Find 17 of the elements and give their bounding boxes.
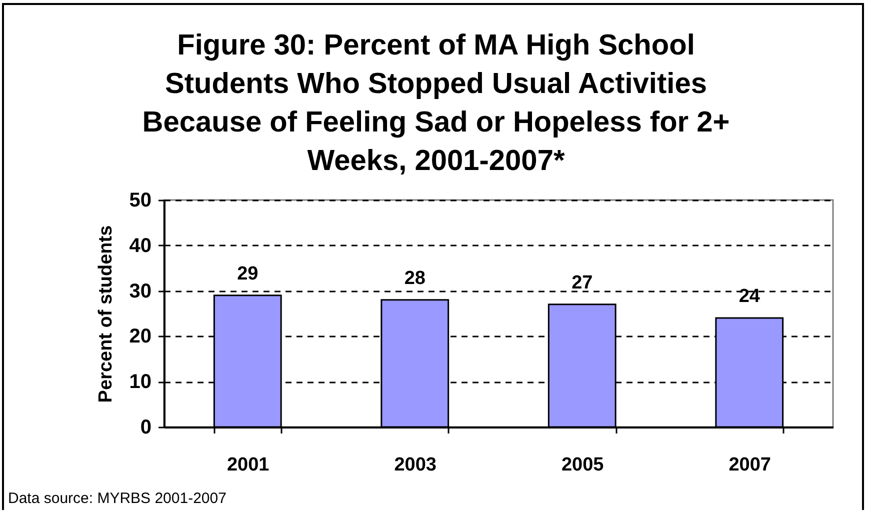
data-label: 28 [404,268,426,289]
y-tick-label: 10 [129,371,152,394]
chart-title: Figure 30: Percent of MA High School Students Who Stopped Usual Activities Because of Feeling Sad or Hopeless for 2+ Weeks, 2001-2007* [142,30,730,177]
data-label: 24 [738,286,760,308]
y-axis-title: Percent of students [95,225,116,403]
y-tick-label: 20 [129,326,152,348]
y-tick-label: 40 [129,234,152,257]
x-tick-label: 2007 [728,454,772,476]
data-label: 27 [572,272,593,294]
x-tick-label: 2001 [226,454,270,476]
y-tick-label: 50 [129,190,152,212]
y-tick-label: 30 [129,280,152,302]
x-tick-label: 2005 [561,454,604,476]
x-tick-label: 2003 [394,454,437,476]
data-label: 29 [237,263,258,284]
y-tick-label: 0 [140,416,152,438]
source-note: Data source: MYRBS 2001-2007 [8,490,226,507]
